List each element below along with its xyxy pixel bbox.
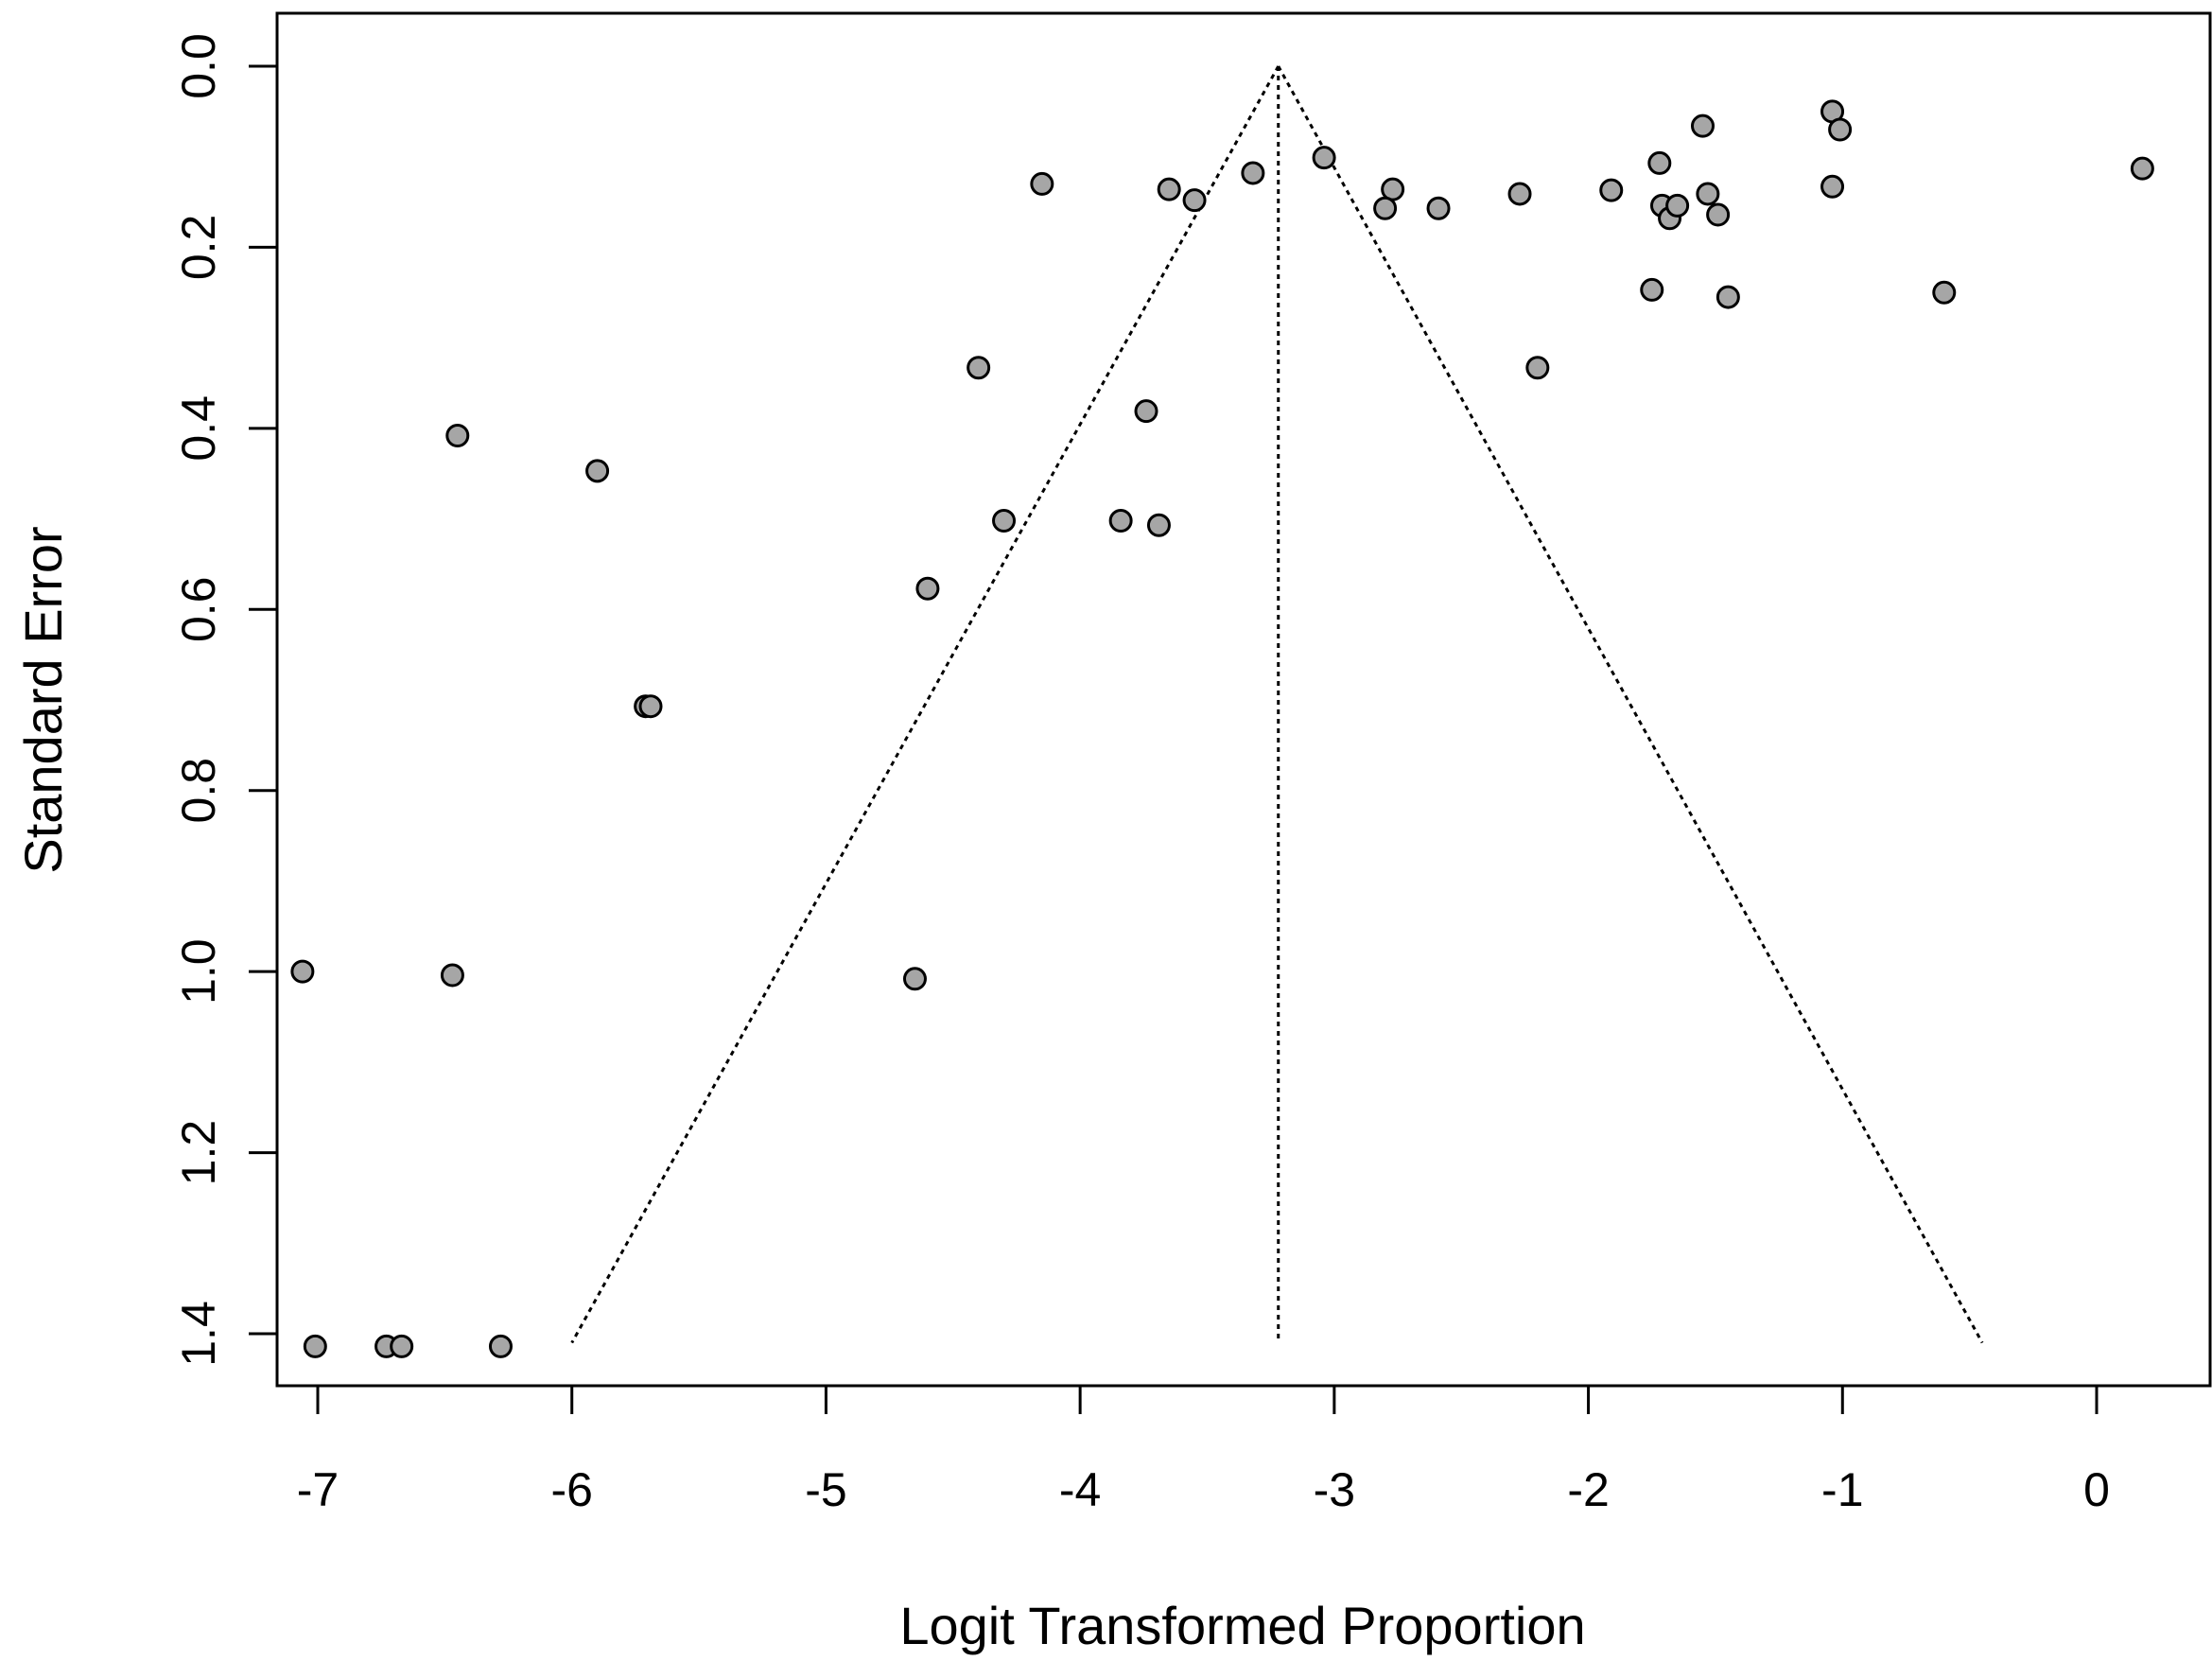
y-tick-label: 0.6 [172,577,225,643]
funnel-left-line [570,65,1280,1344]
data-point [1525,356,1550,380]
data-point [1640,277,1664,302]
data-point [1647,150,1672,175]
data-point [1146,513,1171,537]
data-point [390,1334,414,1358]
x-tick-label: -3 [1314,1463,1355,1516]
data-point [902,967,927,991]
y-tick-label: 0.8 [172,758,225,824]
data-point [1426,196,1451,220]
y-tick-label: 1.0 [172,938,225,1005]
data-points [290,99,2154,1358]
x-tick-label: 0 [2083,1463,2110,1516]
x-tick-label: -1 [1821,1463,1863,1516]
data-point [1716,285,1740,309]
plot-frame [275,11,2212,1388]
y-tick-label: 0.2 [172,215,225,281]
data-point [2130,156,2154,181]
x-tick-label: -5 [805,1463,846,1516]
data-point [638,694,663,719]
y-tick-label: 0.0 [172,33,225,99]
x-tick-label: -6 [550,1463,592,1516]
data-point [1507,182,1532,206]
data-point [1696,182,1720,206]
data-point [1241,161,1265,185]
data-point [440,963,464,988]
data-point [1312,146,1336,170]
data-point [915,576,940,601]
data-point [1108,508,1133,533]
data-point [1030,171,1054,196]
funnel-lines [570,65,1984,1344]
data-point [290,959,315,984]
data-point [1932,280,1957,305]
data-point [1134,399,1158,424]
x-tick-label: -2 [1567,1463,1609,1516]
data-point [1690,114,1715,138]
y-tick-label: 0.4 [172,395,225,462]
data-point [1599,178,1624,202]
data-point [1706,202,1731,227]
data-point [585,459,610,483]
x-tick-label: -7 [297,1463,339,1516]
data-point [992,508,1017,533]
data-point [1828,117,1853,142]
y-axis: 0.0 0.2 0.4 0.6 0.8 1.0 1.2 1.4 [172,33,279,1367]
y-tick-label: 1.2 [172,1120,225,1186]
funnel-right-line [1277,65,1984,1344]
data-point [967,356,991,380]
data-point [488,1334,513,1358]
data-point [1665,193,1690,218]
data-point [1820,174,1845,199]
data-point [303,1334,327,1358]
data-point [1157,177,1181,201]
x-tick-label: -4 [1059,1463,1101,1516]
data-point [1373,196,1398,220]
x-axis: -7 -6 -5 -4 -3 -2 -1 0 [297,1384,2110,1516]
y-tick-label: 1.4 [172,1301,225,1367]
data-point [1182,188,1207,213]
data-point [445,424,470,448]
y-axis-title: Standard Error [13,526,73,873]
x-axis-title: Logit Transformed Proportion [899,1596,1585,1655]
